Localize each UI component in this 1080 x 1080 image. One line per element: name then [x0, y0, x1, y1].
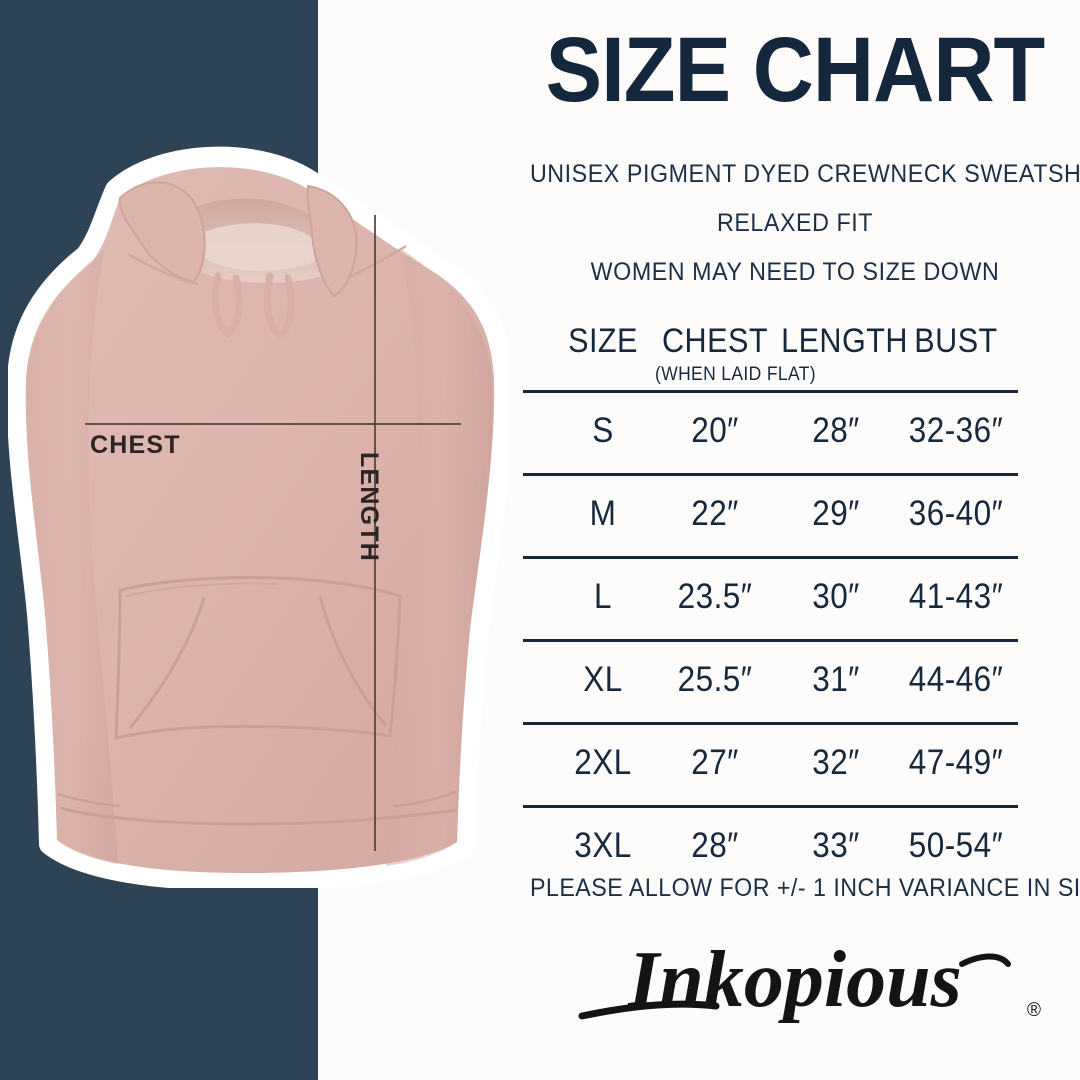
cell-chest: 27″ [691, 743, 739, 782]
shoulder-seam-right [347, 244, 407, 280]
length-measure-label: LENGTH [355, 452, 383, 562]
chest-measure-label: CHEST [90, 431, 181, 459]
cuff-right-seam [393, 790, 457, 808]
table-header-row: SIZE CHEST LENGTH BUST (WHEN LAID FLAT) [523, 318, 1018, 390]
garment-photo [8, 128, 508, 888]
table-divider [523, 722, 1018, 725]
subtitle-sizing-advice: WOMEN MAY NEED TO SIZE DOWN [590, 258, 1000, 286]
cell-size: 2XL [574, 743, 632, 782]
page-title: SIZE CHART [545, 19, 1046, 121]
cell-length: 30″ [812, 577, 860, 616]
cell-size: XL [583, 660, 623, 699]
sweatshirt-illustration [8, 146, 508, 888]
cell-size: M [589, 494, 617, 533]
hood-left [118, 181, 206, 284]
cell-bust: 44-46″ [908, 660, 1004, 699]
pocket-stitch-top [125, 582, 277, 597]
logo-underline-stroke [578, 1000, 720, 1020]
cell-bust: 32-36″ [908, 411, 1004, 450]
table-row: L 23.5″ 30″ 41-43″ [523, 559, 1018, 639]
variance-footnote: PLEASE ALLOW FOR +/- 1 INCH VARIANCE IN … [529, 874, 1080, 902]
hood-right [306, 184, 358, 298]
size-table: SIZE CHEST LENGTH BUST (WHEN LAID FLAT) … [523, 318, 1018, 888]
sleeve-right [386, 248, 493, 866]
shoulder-seam-left [127, 252, 199, 286]
table-row: S 20″ 28″ 32-36″ [523, 393, 1018, 473]
chart-content: SIZE CHART UNISEX PIGMENT DYED CREWNECK … [510, 0, 1080, 1080]
table-divider [523, 639, 1018, 642]
cell-bust: 47-49″ [908, 743, 1004, 782]
cell-length: 28″ [812, 411, 860, 450]
drawstring-left [211, 272, 243, 339]
cell-size: 3XL [574, 826, 632, 865]
cell-size: S [592, 411, 614, 450]
hood-lining [198, 223, 319, 271]
column-header-length: LENGTH [781, 322, 908, 360]
cell-length: 31″ [812, 660, 860, 699]
table-divider [523, 390, 1018, 393]
cell-chest: 25.5″ [677, 660, 753, 699]
table-divider [523, 805, 1018, 808]
inkopious-wordmark-icon: Inkopious ® [578, 936, 1041, 1024]
cell-chest: 20″ [691, 411, 739, 450]
cell-length: 33″ [812, 826, 860, 865]
column-header-size: SIZE [568, 322, 638, 360]
cell-bust: 41-43″ [908, 577, 1004, 616]
hem-seam [59, 806, 457, 826]
column-note-when-laid-flat: (WHEN LAID FLAT) [655, 364, 816, 385]
registered-trademark-symbol: ® [1027, 1000, 1041, 1021]
column-header-chest: CHEST [662, 322, 768, 360]
sleeve-left [25, 250, 118, 864]
table-divider [523, 556, 1018, 559]
subtitle-product: UNISEX PIGMENT DYED CREWNECK SWEATSHIRT [529, 160, 1080, 188]
subtitle-fit: RELAXED FIT [716, 209, 874, 237]
sweatshirt-body [25, 167, 495, 873]
cell-length: 29″ [812, 494, 860, 533]
brand-name-text: Inkopious [627, 936, 961, 1024]
cell-size: L [594, 577, 612, 616]
table-row: XL 25.5″ 31″ 44-46″ [523, 642, 1018, 722]
pocket-opening-left [128, 597, 206, 729]
cell-length: 32″ [812, 743, 860, 782]
table-divider [523, 473, 1018, 476]
logo-tail-stroke [959, 953, 1011, 967]
brand-logo: Inkopious ® [530, 920, 1060, 1040]
table-row: 3XL 28″ 33″ 50-54″ [523, 808, 1018, 888]
pocket-opening-right [318, 595, 388, 727]
length-measure-line [374, 215, 376, 851]
column-header-bust: BUST [914, 322, 998, 360]
table-row: M 22″ 29″ 36-40″ [523, 476, 1018, 556]
cell-chest: 23.5″ [677, 577, 753, 616]
cell-chest: 22″ [691, 494, 739, 533]
table-row: 2XL 27″ 32″ 47-49″ [523, 725, 1018, 805]
cell-chest: 28″ [691, 826, 739, 865]
cell-bust: 50-54″ [908, 826, 1004, 865]
kangaroo-pocket [114, 576, 402, 740]
cell-bust: 36-40″ [908, 494, 1004, 533]
chest-measure-line [85, 423, 461, 425]
drawstring-right [263, 272, 295, 341]
cuff-left-seam [57, 792, 121, 808]
